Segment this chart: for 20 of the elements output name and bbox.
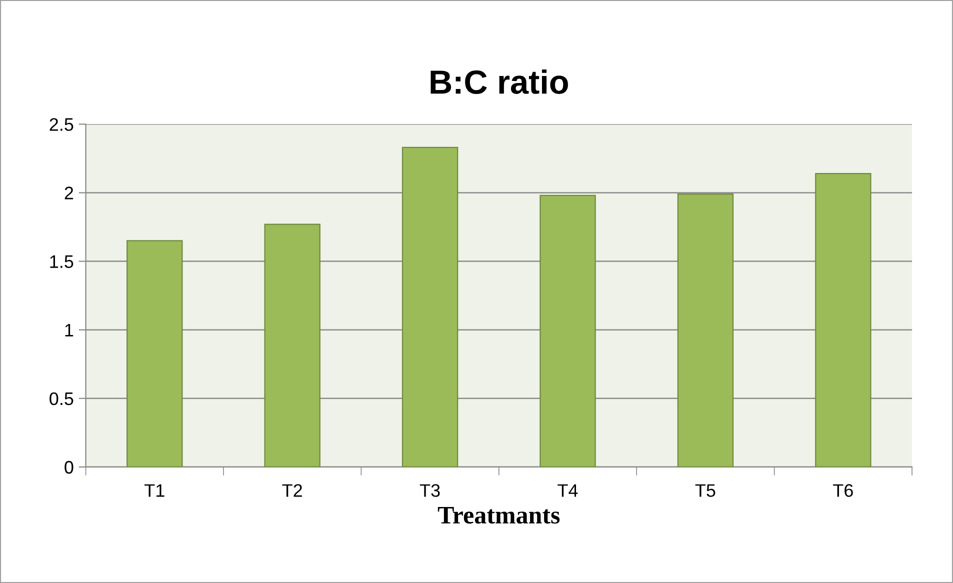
y-tick-label: 2.5 bbox=[50, 118, 74, 131]
bar bbox=[815, 172, 872, 467]
x-tick-label: T1 bbox=[144, 484, 164, 497]
x-tick-label: T2 bbox=[282, 484, 302, 497]
x-tick-label: T5 bbox=[695, 484, 716, 497]
y-tick-label: 2 bbox=[64, 186, 74, 200]
bar bbox=[402, 146, 458, 467]
y-tick-label: 1 bbox=[65, 324, 74, 336]
x-axis-title: Treatmants bbox=[438, 507, 560, 524]
bar bbox=[540, 194, 596, 467]
x-tick-label: T6 bbox=[833, 484, 853, 497]
y-tick-label: 1.5 bbox=[50, 255, 74, 268]
y-tick-label: 0.5 bbox=[50, 392, 74, 406]
x-tick-label: T3 bbox=[420, 484, 440, 497]
bar bbox=[677, 194, 734, 467]
x-tick-label: T4 bbox=[558, 484, 578, 497]
chart-title: B:C ratio bbox=[430, 69, 568, 94]
y-tick-label: 0 bbox=[64, 460, 74, 474]
bar bbox=[264, 224, 320, 467]
bar bbox=[126, 240, 183, 467]
